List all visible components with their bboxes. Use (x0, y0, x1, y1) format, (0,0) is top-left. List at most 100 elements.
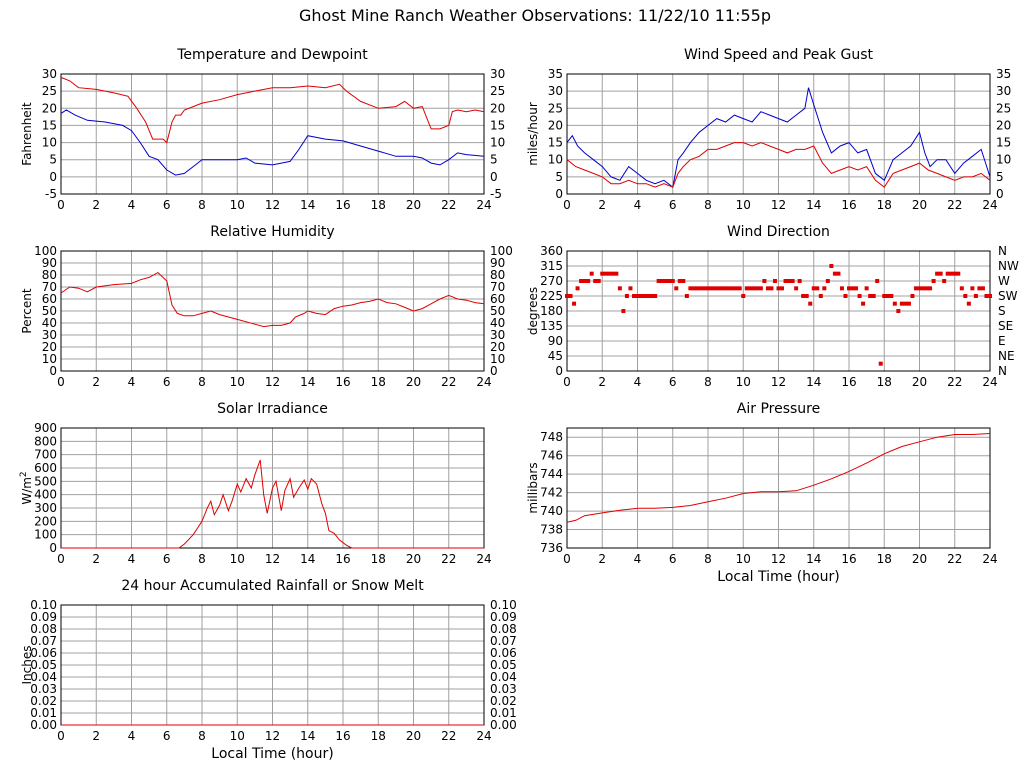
x-tick-label: 8 (198, 375, 206, 389)
y-tick-label-right: 25 (996, 101, 1011, 115)
compass-label: NE (998, 349, 1015, 363)
x-tick-label: 6 (669, 552, 677, 566)
y-tick-label: 315 (540, 259, 563, 273)
y-tick-label: 900 (34, 421, 57, 435)
y-tick-label: 736 (540, 541, 563, 555)
wind-direction-point (660, 279, 665, 283)
wind-direction-point (765, 286, 770, 291)
y-tick-label: 0.05 (30, 658, 57, 672)
wind-direction-point (741, 294, 746, 298)
y-tick-label: 700 (34, 448, 57, 462)
wind-direction-point (635, 294, 640, 298)
y-tick-label-right: 15 (996, 136, 1011, 150)
y-tick-label-right: 0 (490, 364, 498, 378)
wind-direction-point (621, 309, 626, 313)
wind-direction-point (568, 294, 573, 298)
wind-direction-point (790, 279, 795, 283)
y-tick-label-right: 0 (490, 170, 498, 184)
chart-rain: 24 hour Accumulated Rainfall or Snow Mel… (20, 578, 517, 762)
plot-frame (60, 250, 485, 372)
y-tick-label: 80 (42, 268, 57, 282)
y-tick-label: 738 (540, 523, 563, 537)
wind-direction-point (670, 279, 675, 283)
y-tick-label-right: 30 (490, 67, 505, 81)
x-axis-label: Local Time (hour) (717, 569, 839, 585)
y-tick-label-right: 25 (490, 84, 505, 98)
x-tick-label: 2 (92, 198, 100, 212)
x-tick-label: 4 (634, 198, 642, 212)
wind-direction-point (600, 271, 605, 276)
y-tick-label: 20 (42, 340, 57, 354)
y-tick-label: 0.07 (30, 634, 57, 648)
wind-direction-point (695, 286, 700, 291)
y-tick-label: -5 (45, 187, 57, 201)
wind-direction-point (977, 286, 982, 291)
wind-direction-point (861, 301, 866, 306)
y-tick-label-right: 0.10 (490, 598, 517, 612)
x-tick-label: 0 (563, 552, 571, 566)
y-tick-label-right: 20 (490, 101, 505, 115)
wind-direction-point (910, 294, 915, 298)
y-tick-label: 0.00 (30, 718, 57, 732)
x-tick-label: 8 (198, 552, 206, 566)
x-axis-label: Local Time (hour) (211, 746, 333, 762)
wind-direction-point (959, 286, 964, 291)
y-tick-label: 746 (540, 449, 563, 463)
wind-direction-point (836, 271, 841, 276)
wind-direction-point (815, 286, 820, 291)
series-line-primary (60, 76, 485, 144)
x-tick-label: 12 (265, 729, 280, 743)
x-tick-label: 0 (57, 375, 65, 389)
y-tick-label: 70 (42, 280, 57, 294)
y-tick-label-right: 0.00 (490, 718, 517, 732)
x-tick-label: 24 (476, 729, 491, 743)
wind-direction-point (956, 271, 961, 276)
y-tick-label: 0 (49, 541, 57, 555)
wind-direction-point (698, 286, 703, 291)
wind-direction-point (762, 279, 767, 283)
wind-direction-point (952, 271, 957, 276)
x-tick-label: 16 (335, 552, 350, 566)
series-line-secondary (566, 142, 991, 188)
y-tick-label: 0.01 (30, 706, 57, 720)
x-tick-label: 14 (806, 552, 821, 566)
y-tick-label: 600 (34, 461, 57, 475)
x-tick-label: 8 (704, 552, 712, 566)
x-tick-label: 18 (877, 198, 892, 212)
wind-direction-point (709, 286, 714, 291)
x-tick-label: 18 (371, 198, 386, 212)
y-tick-label: 0.06 (30, 646, 57, 660)
y-tick-label-right: 40 (490, 316, 505, 330)
wind-direction-point (596, 279, 601, 283)
y-tick-label: 60 (42, 292, 57, 306)
x-tick-label: 0 (57, 198, 65, 212)
x-tick-label: 14 (300, 729, 315, 743)
y-axis-label: Inches (20, 646, 34, 685)
wind-direction-point (783, 279, 788, 283)
x-tick-label: 4 (128, 375, 136, 389)
wind-direction-point (875, 279, 880, 283)
wind-direction-point (854, 286, 859, 291)
wind-direction-point (572, 301, 577, 306)
wind-direction-point (906, 301, 911, 306)
wind-direction-point (772, 279, 777, 283)
y-tick-label: 10 (42, 136, 57, 150)
x-tick-label: 10 (230, 729, 245, 743)
x-tick-label: 12 (771, 375, 786, 389)
x-tick-label: 8 (198, 198, 206, 212)
x-tick-label: 16 (841, 198, 856, 212)
wind-direction-point (674, 286, 679, 291)
compass-label: SW (998, 289, 1018, 303)
wind-direction-point (582, 279, 587, 283)
x-tick-label: 4 (128, 198, 136, 212)
chart-title: 24 hour Accumulated Rainfall or Snow Mel… (121, 578, 424, 594)
wind-direction-point (808, 301, 813, 306)
wind-direction-point (593, 279, 598, 283)
y-tick-label-right: 0.04 (490, 670, 517, 684)
wind-direction-point (931, 279, 936, 283)
wind-direction-point (899, 301, 904, 306)
wind-direction-point (921, 286, 926, 291)
